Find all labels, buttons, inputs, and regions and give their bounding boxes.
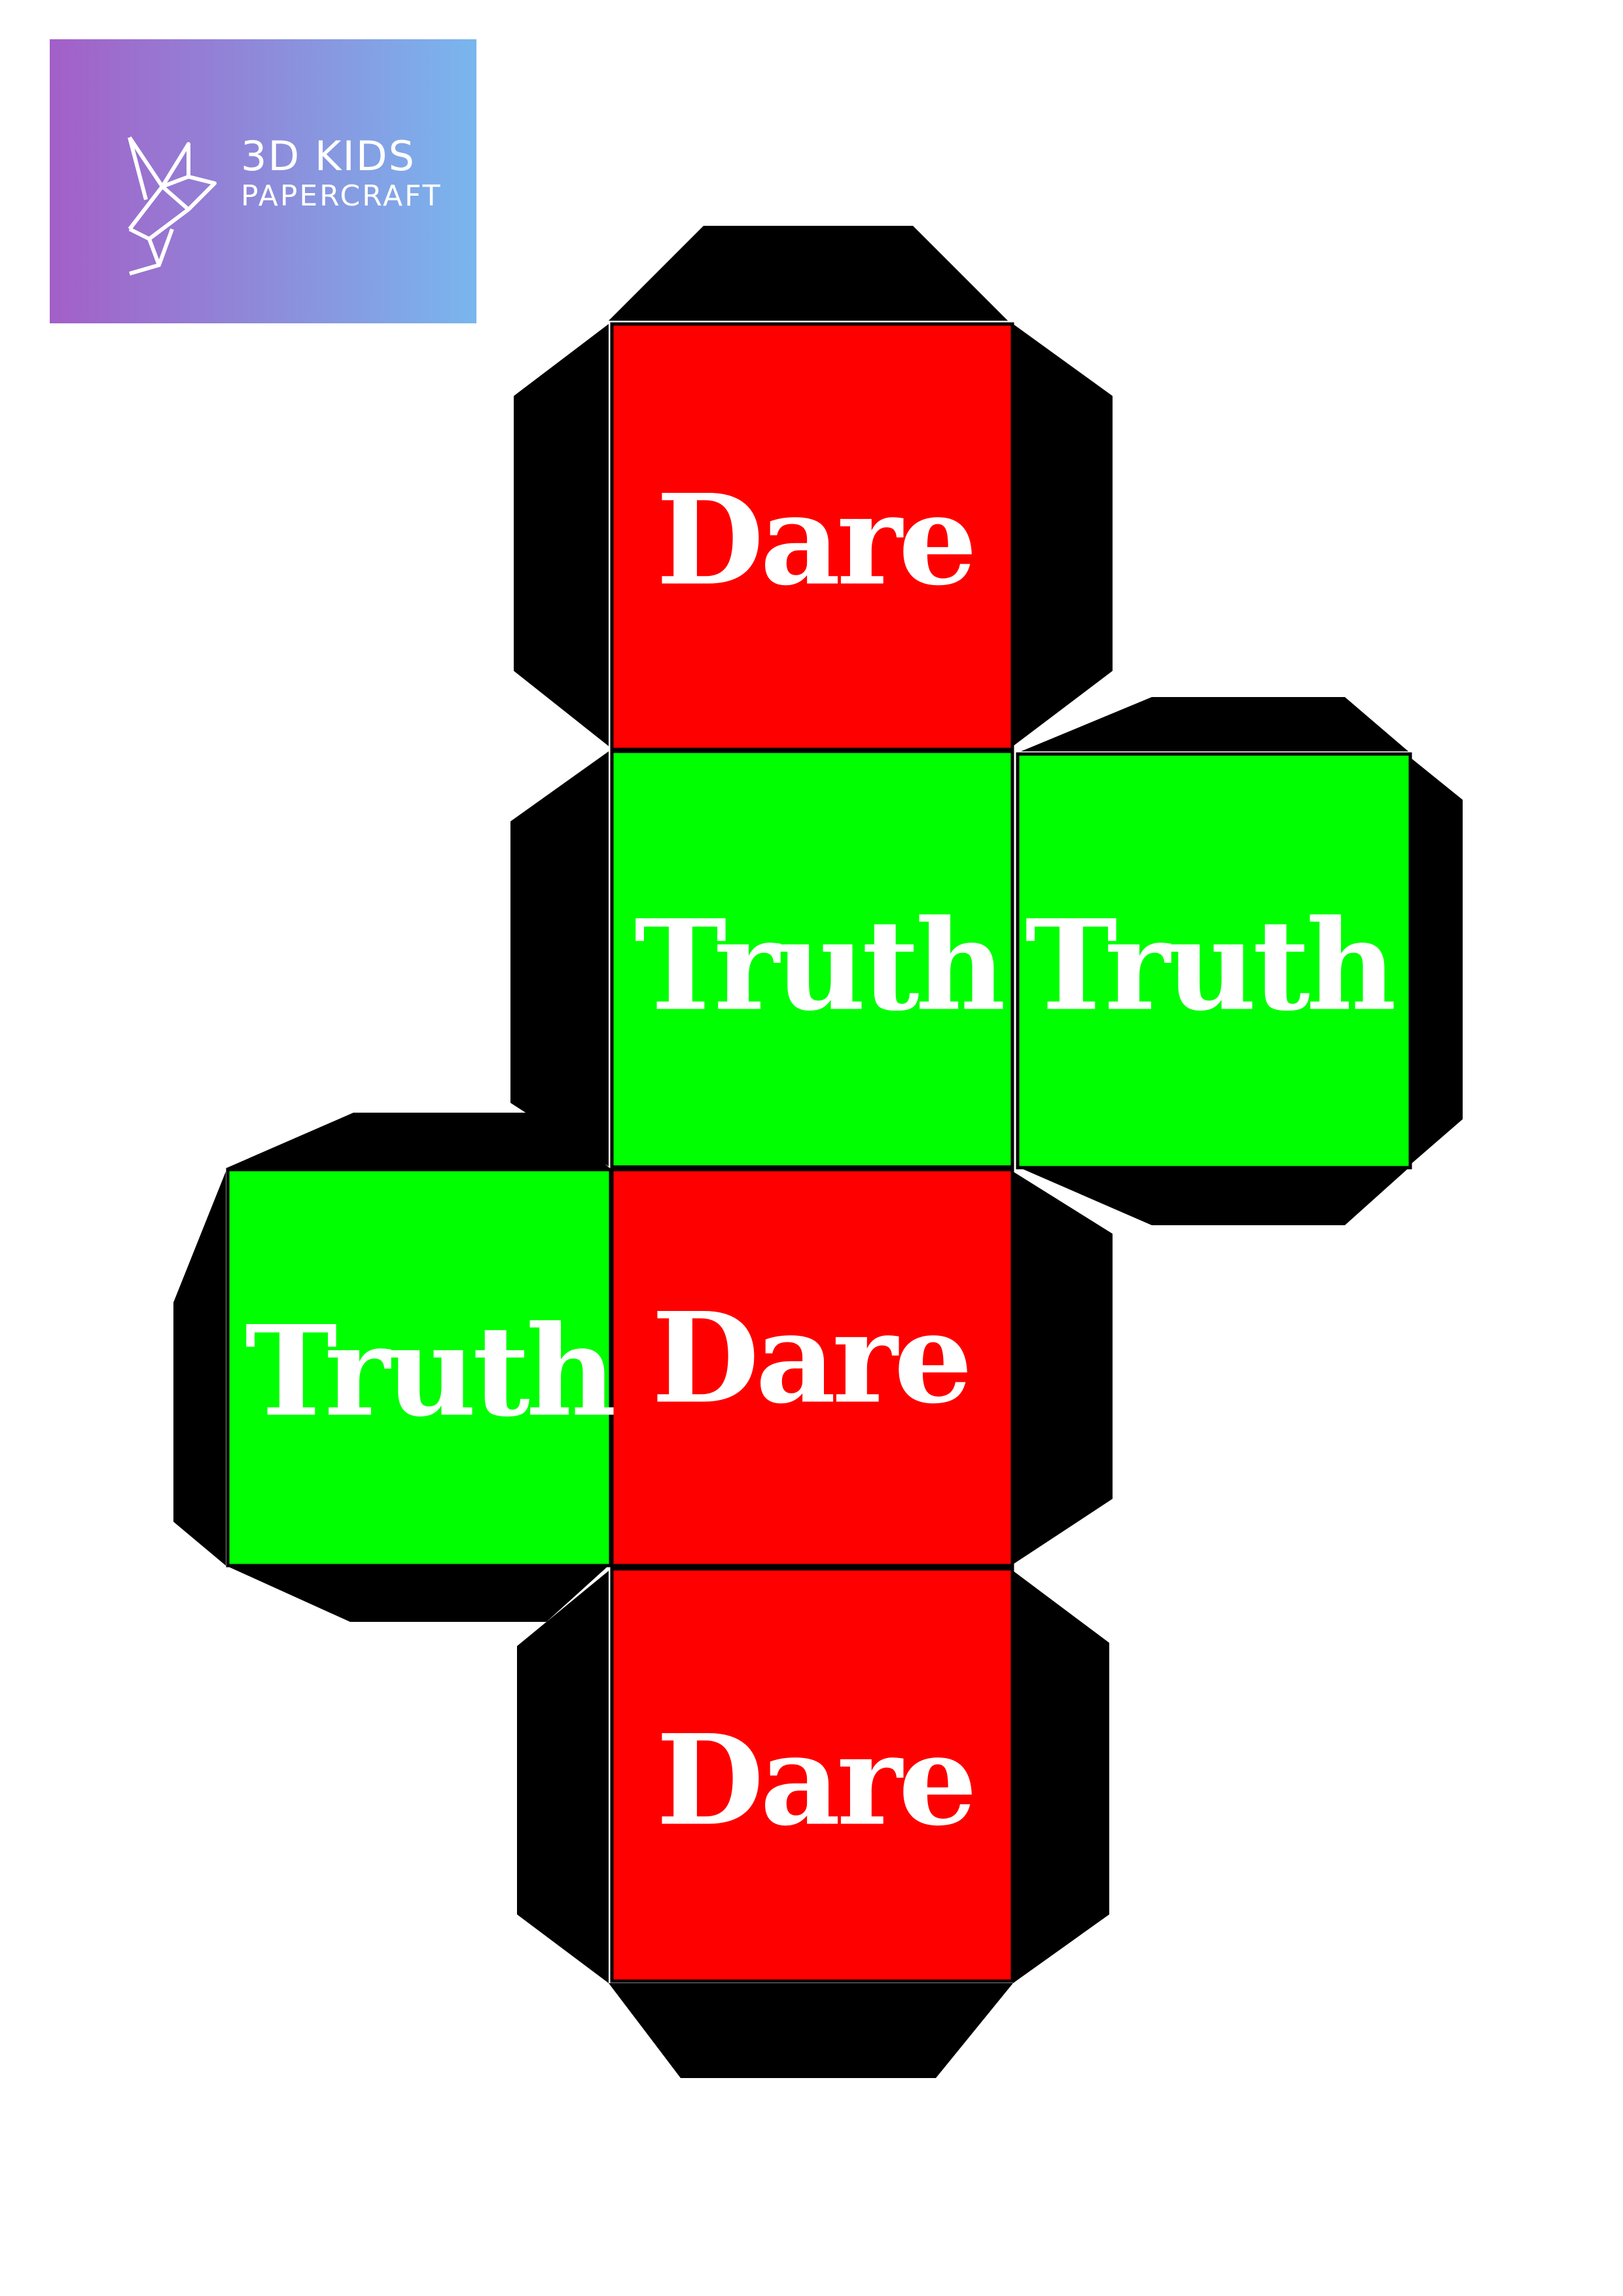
logo-title: 3D KIDS <box>241 132 416 180</box>
glue-tab <box>609 226 1008 321</box>
glue-tab <box>1013 1571 1109 1983</box>
cube-face-dare-top <box>610 322 1014 751</box>
glue-tab <box>609 1983 1013 2078</box>
origami-bird-icon <box>128 136 217 276</box>
cube-face-truth-right <box>1016 752 1412 1170</box>
face-label: Dare <box>652 1285 969 1431</box>
glue-tab <box>173 1172 226 1566</box>
glue-tab <box>510 751 609 1166</box>
glue-tab <box>226 1113 610 1168</box>
glue-tab <box>1408 756 1463 1166</box>
glue-tab <box>1013 324 1113 746</box>
glue-tab <box>517 1571 609 1983</box>
logo-badge: 3D KIDS PAPERCRAFT <box>50 39 476 323</box>
cube-faces <box>226 322 1412 1983</box>
face-label: Truth <box>1025 893 1394 1039</box>
glue-tab <box>1021 697 1408 751</box>
glue-tab <box>514 324 609 746</box>
face-label: Dare <box>656 467 974 613</box>
glue-tab <box>226 1566 609 1622</box>
face-label: Truth <box>634 893 1003 1039</box>
cube-face-dare-middle <box>610 1168 1014 1568</box>
cube-face-truth-center <box>610 749 1014 1169</box>
face-labels: Dare Truth Truth Truth Dare Dare <box>245 467 1398 1854</box>
face-label: Truth <box>245 1299 614 1444</box>
glue-tab <box>1021 1168 1408 1225</box>
logo-subtitle: PAPERCRAFT <box>241 179 442 213</box>
face-label: Dare <box>656 1708 974 1854</box>
glue-tab <box>1013 1172 1113 1564</box>
glue-tabs <box>173 226 1463 2078</box>
cube-face-truth-left <box>226 1168 613 1568</box>
cube-face-dare-bottom <box>610 1567 1014 1983</box>
